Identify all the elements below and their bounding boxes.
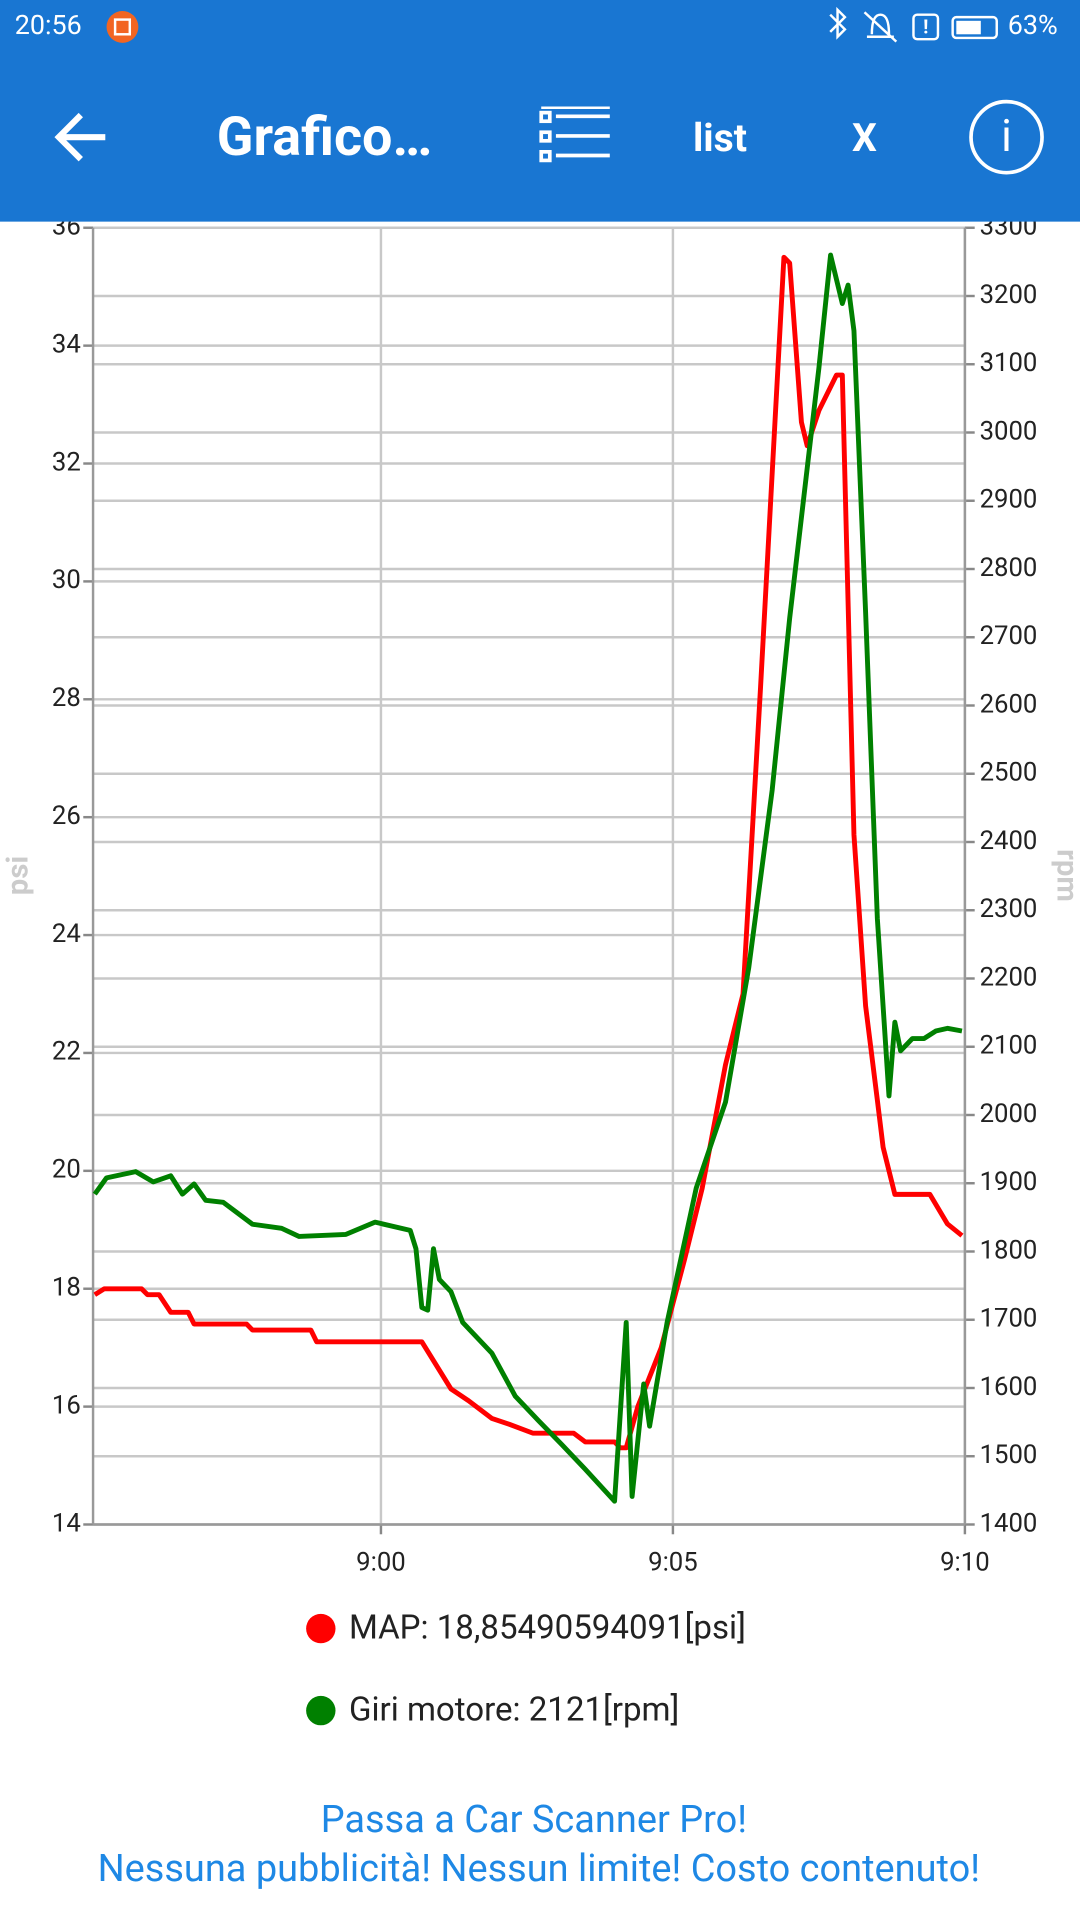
- back-button[interactable]: [54, 112, 106, 162]
- y2-tick-label: 2600: [980, 689, 1038, 719]
- y2-tick-label: 2200: [980, 962, 1038, 992]
- y2-tick-label: 1500: [980, 1440, 1038, 1470]
- info-button[interactable]: [969, 99, 1044, 175]
- y-tick-label: 24: [52, 919, 81, 949]
- y2-tick-label: 3000: [980, 416, 1038, 446]
- promo-line[interactable]: Nessuna pubblicità! Nessun limite! Costo…: [98, 1847, 980, 1891]
- notification-icon: [106, 11, 139, 43]
- y2-tick-label: 2400: [980, 826, 1038, 856]
- y2-tick-label: 1900: [980, 1167, 1038, 1197]
- notification-glyph: [113, 18, 132, 36]
- list-icon-button[interactable]: [539, 106, 610, 163]
- y-tick-label: 32: [52, 447, 81, 477]
- y2-tick-label: 3200: [980, 280, 1038, 310]
- y-axis-title: psi: [1, 856, 35, 895]
- x-tick-label: 9:05: [648, 1547, 698, 1577]
- legend-label: MAP: 18,85490594091[psi]: [349, 1609, 746, 1648]
- y-tick-label: 14: [52, 1508, 81, 1538]
- x-tick-label: 9:00: [356, 1547, 406, 1577]
- y2-tick-label: 3100: [980, 348, 1038, 378]
- y2-tick-label: 1700: [980, 1304, 1038, 1334]
- x-tick-label: 9:10: [940, 1547, 990, 1577]
- battery-text: 63%: [1008, 9, 1058, 41]
- y2-tick-label: 1800: [980, 1235, 1038, 1265]
- promo-line[interactable]: Passa a Car Scanner Pro!: [321, 1798, 747, 1842]
- list-button[interactable]: list: [693, 115, 747, 161]
- y-tick-label: 18: [52, 1273, 81, 1303]
- y-tick-label: 30: [52, 565, 81, 595]
- y-tick-label: 16: [52, 1390, 81, 1420]
- y2-tick-label: 2800: [980, 553, 1038, 583]
- chart: 1416182022242628303234361400150016001700…: [1, 212, 1080, 1730]
- legend-swatch: [306, 1613, 336, 1644]
- y2-tick-label: 2500: [980, 758, 1038, 788]
- app-title: Grafico…: [217, 106, 433, 169]
- status-time: 20:56: [15, 9, 82, 41]
- y2-axis-title: rpm: [1050, 849, 1080, 902]
- y2-tick-label: 2900: [980, 485, 1038, 515]
- legend-swatch: [306, 1695, 336, 1726]
- y2-tick-label: 2700: [980, 621, 1038, 651]
- bluetooth-icon: [829, 6, 847, 40]
- y-tick-label: 28: [52, 683, 81, 713]
- y-tick-label: 34: [52, 329, 81, 359]
- alert-glyph: !: [923, 15, 928, 38]
- alert-icon: [912, 13, 940, 41]
- y2-tick-label: 1600: [980, 1372, 1038, 1402]
- y-tick-label: 26: [52, 801, 81, 831]
- battery-icon: [951, 15, 998, 40]
- data-line: [93, 254, 964, 1451]
- y2-tick-label: 1400: [980, 1508, 1038, 1538]
- y2-tick-label: 2100: [980, 1031, 1038, 1061]
- y-tick-label: 22: [52, 1037, 81, 1067]
- y2-tick-label: 2300: [980, 894, 1038, 924]
- mute-icon: [863, 11, 898, 43]
- close-button[interactable]: X: [852, 115, 877, 161]
- data-line: [92, 252, 963, 1504]
- info-glyph: i: [1001, 110, 1012, 162]
- legend-label: Giri motore: 2121[rpm]: [349, 1691, 679, 1730]
- y2-tick-label: 2000: [980, 1099, 1038, 1129]
- battery-level: [956, 20, 981, 35]
- y-tick-label: 20: [52, 1155, 81, 1185]
